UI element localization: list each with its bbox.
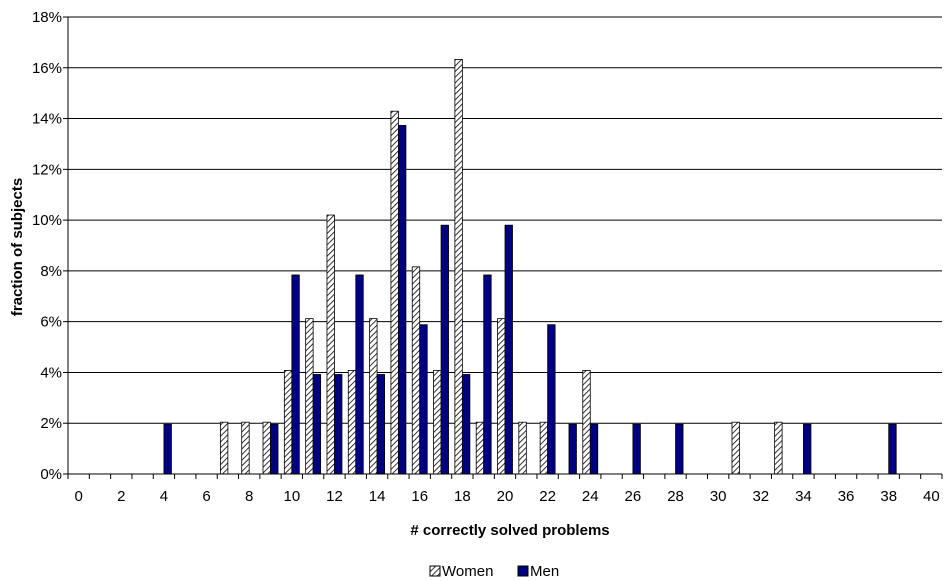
bar-men <box>504 224 513 475</box>
bar-men <box>803 423 812 475</box>
bar-men <box>291 274 300 475</box>
bar-women <box>539 421 549 475</box>
x-tick-label: 6 <box>202 488 210 505</box>
bar-women <box>475 421 485 475</box>
y-tick-label: 4% <box>40 364 62 381</box>
bar-men <box>270 423 279 475</box>
x-tick-label: 22 <box>539 488 556 505</box>
bar-men <box>888 423 897 475</box>
y-tick-label: 0% <box>40 466 62 483</box>
x-tick-label: 40 <box>923 488 940 505</box>
x-tick-label: 36 <box>838 488 855 505</box>
x-tick-label: 2 <box>117 488 125 505</box>
bars <box>163 58 897 475</box>
x-tick-label: 30 <box>710 488 727 505</box>
x-tick-label: 24 <box>582 488 599 505</box>
bar-women <box>241 421 250 475</box>
bar-men <box>461 374 471 475</box>
x-tick-label: 32 <box>752 488 769 505</box>
y-tick-label: 16% <box>32 60 62 77</box>
y-tick-label: 18% <box>32 9 62 26</box>
bar-women <box>262 421 271 475</box>
y-tick-label: 2% <box>40 415 62 432</box>
x-tick-label: 14 <box>369 488 386 505</box>
y-tick-label: 10% <box>32 212 62 229</box>
legend-label-men: Men <box>530 563 559 580</box>
bar-women <box>326 214 335 475</box>
bar-men <box>355 274 364 475</box>
x-tick-label: 4 <box>160 488 168 505</box>
bar-men <box>547 324 556 475</box>
bar-men <box>632 423 641 475</box>
bar-women <box>454 58 463 475</box>
x-tick-label: 20 <box>497 488 514 505</box>
x-tick-label: 12 <box>326 488 343 505</box>
y-tick-label: 8% <box>40 263 62 280</box>
bar-men <box>675 423 684 475</box>
bar-women <box>731 421 740 475</box>
bar-men <box>163 423 172 475</box>
bar-men <box>376 374 385 475</box>
bar-women <box>774 421 783 475</box>
x-tick-labels: 0 2 4 6 8 10 12 14 16 18 20 22 24 26 28 30 32 34 36 38 40 <box>74 488 939 505</box>
bar-men <box>589 423 599 475</box>
bar-men <box>483 274 492 475</box>
bar-women <box>390 110 399 475</box>
bar-women <box>411 266 421 475</box>
bar-women <box>518 421 527 475</box>
bar-men <box>419 324 428 475</box>
bar-women <box>433 370 442 475</box>
x-tick-label: 10 <box>283 488 300 505</box>
bar-women <box>305 318 314 475</box>
legend: Women Men <box>429 563 559 580</box>
bar-men <box>334 374 343 475</box>
legend-swatch-women <box>429 565 441 577</box>
y-axis-title: fraction of subjects <box>9 178 26 316</box>
bar-men <box>568 423 577 475</box>
x-tick-label: 26 <box>625 488 642 505</box>
bar-women <box>283 370 293 475</box>
x-tick-label: 8 <box>245 488 253 505</box>
x-tick-label: 38 <box>880 488 897 505</box>
bar-women <box>347 370 357 475</box>
x-tick-label: 18 <box>454 488 471 505</box>
legend-swatch-men <box>517 565 529 577</box>
legend-label-women: Women <box>442 563 493 580</box>
x-axis-title: # correctly solved problems <box>410 522 609 539</box>
bar-men <box>312 374 322 475</box>
bar-men <box>398 125 407 475</box>
y-tick-label: 14% <box>32 111 62 128</box>
bar-women <box>582 370 591 475</box>
bar-women <box>497 318 506 475</box>
y-tick-label: 12% <box>32 161 62 178</box>
axes <box>63 16 943 479</box>
y-tick-label: 6% <box>40 314 62 331</box>
bar-women <box>219 421 229 475</box>
bar-men <box>440 224 449 475</box>
y-tick-labels: 0% 2% 4% 6% 8% 10% 12% 14% 16% 18% <box>32 9 62 483</box>
bar-women <box>369 318 378 475</box>
x-tick-label: 28 <box>667 488 684 505</box>
x-tick-label: 0 <box>74 488 82 505</box>
x-tick-label: 34 <box>795 488 812 505</box>
x-tick-label: 16 <box>411 488 428 505</box>
